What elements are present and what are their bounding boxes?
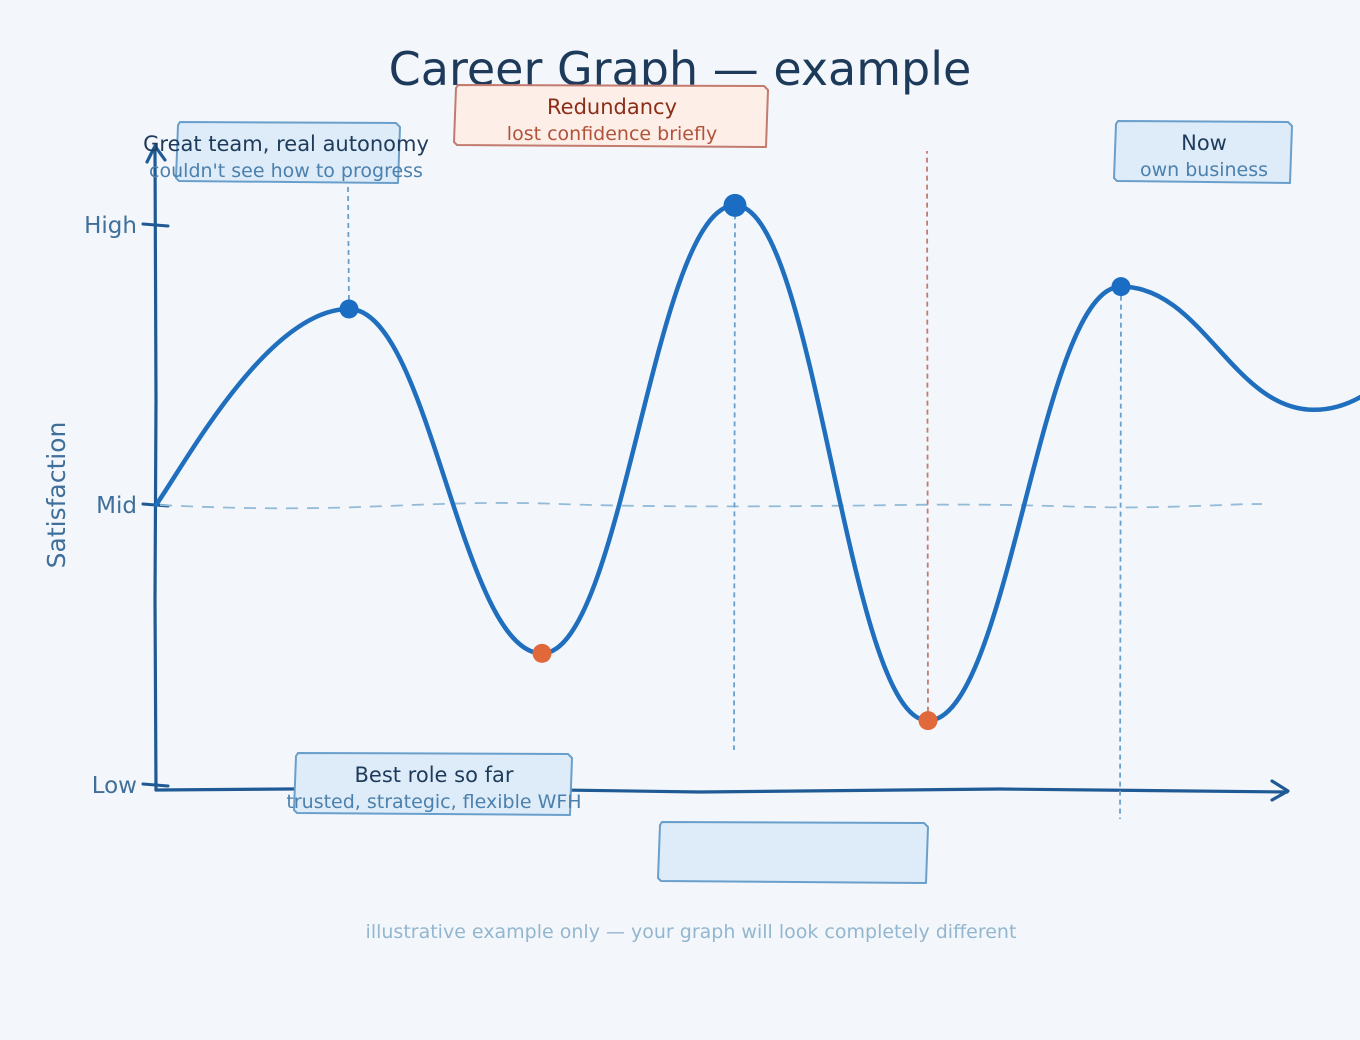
y-tick-label: High <box>84 213 137 239</box>
mid-reference-line <box>159 502 1263 510</box>
annotation-box: Great team, real autonomy couldn't see ho… <box>143 121 429 184</box>
annotation-connector <box>733 205 736 751</box>
annotation-connector <box>1119 286 1122 820</box>
low-point-marker <box>532 643 552 663</box>
y-axis-arrowhead <box>145 144 167 164</box>
satisfaction-line <box>153 203 1360 723</box>
y-axis <box>153 148 158 792</box>
annotation-subtitle: couldn't see how to progress <box>149 160 423 182</box>
y-tick-mark <box>141 782 170 788</box>
y-tick-mark <box>141 222 170 228</box>
high-point-marker <box>1111 277 1131 297</box>
x-axis-arrowhead <box>1270 779 1290 802</box>
annotation-title: Redundancy <box>547 95 677 119</box>
annotation-box <box>657 821 929 884</box>
y-tick-label: Low <box>92 773 137 799</box>
annotation-subtitle: trusted, strategic, flexible WFH <box>286 791 581 813</box>
annotation-title: Great team, real autonomy <box>143 132 429 156</box>
high-point-marker <box>723 193 747 217</box>
annotation-title: Now <box>1181 131 1227 155</box>
annotation-box: Redundancy lost confidence briefly <box>453 84 769 148</box>
annotation-subtitle: lost confidence briefly <box>507 123 717 145</box>
high-point-marker <box>339 299 359 319</box>
annotation-connector <box>926 150 929 721</box>
y-tick-label: Mid <box>96 493 137 519</box>
annotation-connector <box>347 186 350 310</box>
annotation-box-frame <box>453 84 769 148</box>
annotation-box-frame <box>175 121 401 184</box>
annotation-box-frame <box>293 752 573 816</box>
annotation-box: Now own business <box>1113 120 1293 184</box>
annotation-box-frame <box>1113 120 1293 184</box>
annotation-connectors <box>347 150 1122 820</box>
key-point-markers <box>339 193 1131 731</box>
annotation-subtitle: own business <box>1140 159 1268 181</box>
y-axis-label: Satisfaction <box>42 422 71 569</box>
annotations: Great team, real autonomy couldn't see ho… <box>143 84 1293 884</box>
annotation-box-frame <box>657 821 929 884</box>
annotation-title: Best role so far <box>355 763 514 787</box>
low-point-marker <box>918 711 938 731</box>
footnote: illustrative example only — your graph w… <box>366 921 1017 943</box>
annotation-box: Best role so far trusted, strategic, flex… <box>286 752 582 816</box>
y-ticks: High Mid Low <box>84 213 170 799</box>
